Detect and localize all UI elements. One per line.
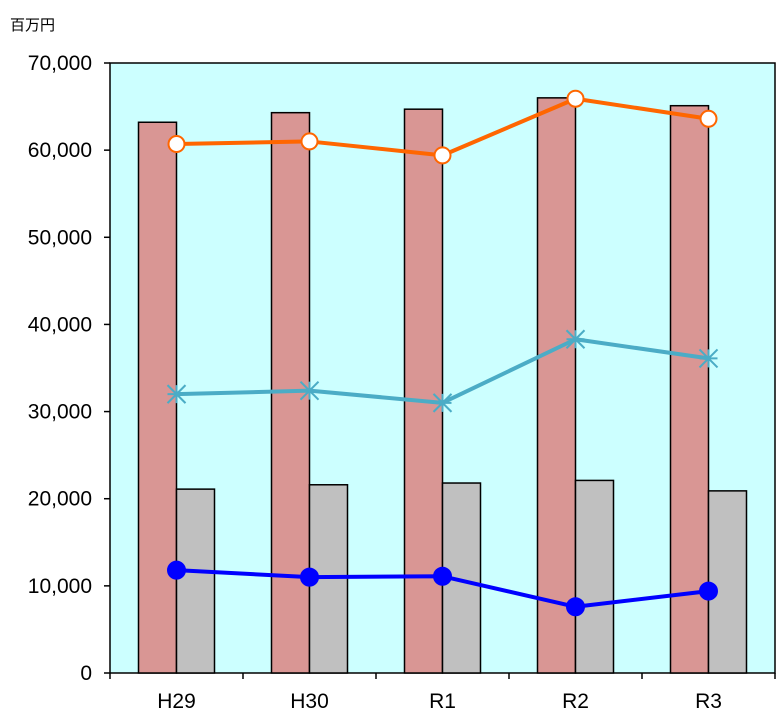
point-series-3-H29 (167, 560, 186, 580)
point-series-2-H30 (299, 380, 320, 401)
y-tick-label: 10,000 (28, 575, 92, 598)
point-series-2-R2 (565, 329, 586, 349)
y-tick-label: 70,000 (28, 52, 92, 75)
bar-series-1-H29 (137, 121, 178, 674)
bar-series-2-R3 (707, 490, 748, 674)
point-series-2-H29 (166, 384, 187, 404)
point-series-1-R2 (566, 89, 585, 108)
y-tick-label: 30,000 (28, 401, 92, 424)
point-series-2-R1 (432, 393, 453, 413)
point-series-1-R3 (699, 109, 718, 128)
bar-series-1-R1 (403, 108, 444, 674)
y-tick-label: 0 (80, 662, 92, 685)
point-series-1-H29 (167, 135, 186, 154)
bar-series-2-R2 (574, 479, 615, 674)
point-series-3-R2 (566, 597, 585, 617)
point-series-3-H30 (300, 567, 319, 587)
point-series-3-R1 (433, 566, 452, 586)
point-series-1-R1 (433, 146, 452, 165)
x-tick-label: R3 (695, 690, 722, 713)
bar-series-2-H29 (175, 488, 216, 674)
y-tick-label: 20,000 (28, 488, 92, 511)
x-tick-label: H30 (290, 690, 329, 713)
y-unit-label: 百万円 (10, 16, 55, 34)
x-tick-label: R2 (562, 690, 589, 713)
bar-series-1-R3 (669, 104, 710, 674)
y-tick-label: 60,000 (28, 139, 92, 162)
point-series-2-R3 (698, 348, 719, 369)
y-tick-label: 50,000 (28, 226, 92, 249)
y-tick-label: 40,000 (28, 313, 92, 336)
x-tick-label: H29 (157, 690, 196, 713)
point-series-1-H30 (300, 132, 319, 151)
bar-series-1-R2 (536, 97, 577, 674)
x-tick-label: R1 (429, 690, 456, 713)
point-series-3-R3 (699, 581, 718, 601)
